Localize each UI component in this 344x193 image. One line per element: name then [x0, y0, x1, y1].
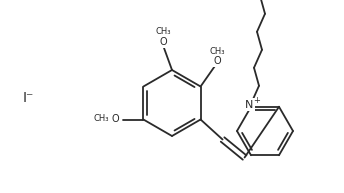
Text: N: N — [245, 100, 253, 110]
Text: CH₃: CH₃ — [210, 47, 225, 56]
Text: +: + — [254, 96, 260, 105]
Text: CH₃: CH₃ — [94, 114, 109, 123]
Text: CH₃: CH₃ — [155, 27, 171, 36]
Text: I⁻: I⁻ — [22, 91, 34, 105]
Text: O: O — [214, 57, 222, 67]
Text: O: O — [112, 113, 119, 124]
Text: O: O — [159, 37, 167, 47]
